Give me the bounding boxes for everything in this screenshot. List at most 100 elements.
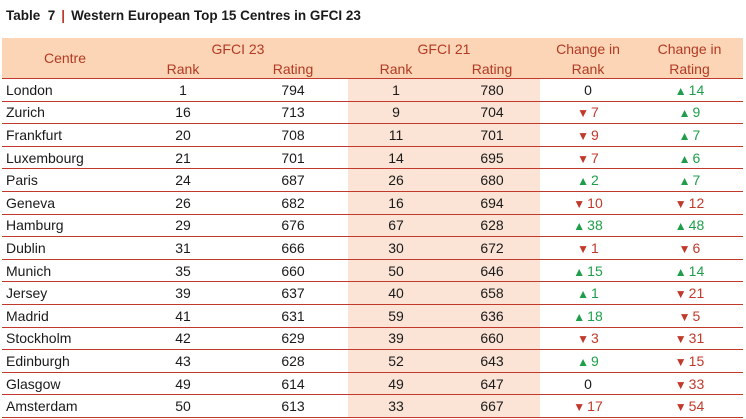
- change-value: 9: [591, 126, 599, 143]
- cell-centre: Luxembourg: [2, 146, 128, 170]
- header-gfci21-rating: Rating: [444, 59, 540, 79]
- cell-change-rank: 0: [540, 372, 636, 396]
- cell-change-rating: ▲ 48: [636, 214, 743, 238]
- cell-gfci23-rating: 660: [238, 259, 348, 283]
- table-label: Table 7: [6, 8, 56, 23]
- table-row: Edinburgh 43 628 52 643 ▲ 9 ▼ 15: [2, 349, 743, 373]
- table-row: Hamburg 29 676 67 628 ▲ 38 ▲ 48: [2, 214, 743, 238]
- cell-gfci23-rank: 16: [128, 101, 238, 125]
- cell-centre: Hamburg: [2, 214, 128, 238]
- cell-gfci21-rating: 695: [444, 146, 540, 170]
- change-value: 31: [688, 330, 705, 347]
- cell-change-rank: ▲ 1: [540, 281, 636, 305]
- cell-gfci23-rating: 628: [238, 349, 348, 373]
- title-separator: |: [61, 8, 66, 23]
- cell-gfci21-rating: 701: [444, 123, 540, 147]
- cell-centre: Dublin: [2, 236, 128, 260]
- header-change-rating-2: Rating: [636, 59, 743, 79]
- change-value: 17: [587, 398, 603, 415]
- cell-centre: Jersey: [2, 281, 128, 305]
- cell-change-rating: ▼ 21: [636, 281, 743, 305]
- table-title: Table 7 | Western European Top 15 Centres …: [6, 8, 361, 23]
- up-arrow-icon: ▲: [674, 264, 687, 279]
- table-row: Geneva 26 682 16 694 ▼ 10 ▼ 12: [2, 191, 743, 215]
- up-arrow-icon: ▲: [678, 128, 691, 143]
- cell-gfci23-rank: 49: [128, 372, 238, 396]
- cell-gfci23-rank: 21: [128, 146, 238, 170]
- header-gfci21-rank: Rank: [348, 59, 444, 79]
- cell-centre: Madrid: [2, 304, 128, 328]
- change-value: 9: [591, 352, 599, 369]
- down-arrow-icon: ▼: [674, 332, 687, 347]
- cell-gfci23-rating: 687: [238, 168, 348, 192]
- change-value: 10: [587, 194, 603, 211]
- cell-change-rank: ▲ 38: [540, 214, 636, 238]
- table-row: Paris 24 687 26 680 ▲ 2 ▲ 7: [2, 168, 743, 192]
- cell-centre: Zurich: [2, 101, 128, 125]
- cell-gfci21-rank: 50: [348, 259, 444, 283]
- cell-gfci21-rating: 672: [444, 236, 540, 260]
- cell-gfci23-rank: 42: [128, 327, 238, 351]
- header-gfci23-rank: Rank: [128, 59, 238, 79]
- cell-change-rating: ▼ 31: [636, 327, 743, 351]
- cell-centre: Stockholm: [2, 327, 128, 351]
- cell-gfci21-rating: 628: [444, 214, 540, 238]
- change-value: 15: [688, 352, 705, 369]
- table-row: Munich 35 660 50 646 ▲ 15 ▲ 14: [2, 259, 743, 283]
- cell-gfci23-rank: 31: [128, 236, 238, 260]
- cell-gfci23-rating: 613: [238, 394, 348, 418]
- down-arrow-icon: ▼: [678, 309, 691, 324]
- cell-gfci21-rating: 704: [444, 101, 540, 125]
- cell-gfci23-rating: 614: [238, 372, 348, 396]
- cell-change-rating: ▲ 9: [636, 101, 743, 125]
- cell-change-rating: ▼ 6: [636, 236, 743, 260]
- cell-gfci21-rank: 9: [348, 101, 444, 125]
- cell-gfci21-rating: 780: [444, 78, 540, 102]
- cell-centre: London: [2, 78, 128, 102]
- cell-gfci21-rating: 660: [444, 327, 540, 351]
- cell-gfci21-rank: 26: [348, 168, 444, 192]
- change-value: 7: [692, 172, 701, 189]
- change-value: 33: [688, 375, 705, 392]
- header-gfci21: GFCI 21: [348, 38, 540, 59]
- cell-gfci21-rating: 646: [444, 259, 540, 283]
- cell-change-rank: 0: [540, 78, 636, 102]
- header-change-rating-1: Change in: [636, 38, 743, 59]
- cell-gfci23-rating: 794: [238, 78, 348, 102]
- cell-change-rating: ▲ 7: [636, 168, 743, 192]
- cell-change-rating: ▼ 5: [636, 304, 743, 328]
- cell-gfci23-rating: 713: [238, 101, 348, 125]
- up-arrow-icon: ▲: [674, 83, 687, 98]
- cell-gfci23-rank: 20: [128, 123, 238, 147]
- cell-change-rank: ▲ 9: [540, 349, 636, 373]
- cell-change-rank: ▼ 17: [540, 394, 636, 418]
- cell-gfci23-rank: 26: [128, 191, 238, 215]
- down-arrow-icon: ▼: [678, 241, 691, 256]
- change-value: 9: [692, 104, 701, 121]
- cell-change-rating: ▲ 14: [636, 259, 743, 283]
- table-body: London 1 794 1 780 0 ▲ 14 Zurich 16 713 9 704 ▼ 7 ▲ 9 Fra…: [2, 78, 743, 418]
- cell-gfci21-rank: 40: [348, 281, 444, 305]
- cell-change-rating: ▼ 15: [636, 349, 743, 373]
- change-value: 7: [591, 149, 599, 166]
- down-arrow-icon: ▼: [674, 400, 687, 415]
- cell-gfci21-rating: 658: [444, 281, 540, 305]
- cell-change-rating: ▼ 12: [636, 191, 743, 215]
- up-arrow-icon: ▲: [573, 309, 586, 324]
- down-arrow-icon: ▼: [674, 196, 687, 211]
- cell-gfci21-rank: 39: [348, 327, 444, 351]
- change-value: 12: [688, 194, 705, 211]
- cell-gfci23-rating: 629: [238, 327, 348, 351]
- cell-change-rank: ▲ 15: [540, 259, 636, 283]
- down-arrow-icon: ▼: [577, 151, 590, 166]
- up-arrow-icon: ▲: [573, 219, 586, 234]
- change-value: 14: [688, 262, 705, 279]
- up-arrow-icon: ▲: [678, 106, 691, 121]
- cell-gfci23-rank: 50: [128, 394, 238, 418]
- up-arrow-icon: ▲: [577, 287, 590, 302]
- up-arrow-icon: ▲: [573, 264, 586, 279]
- cell-gfci21-rating: 636: [444, 304, 540, 328]
- cell-gfci23-rank: 24: [128, 168, 238, 192]
- table-row: Madrid 41 631 59 636 ▲ 18 ▼ 5: [2, 304, 743, 328]
- change-value: 1: [591, 285, 599, 302]
